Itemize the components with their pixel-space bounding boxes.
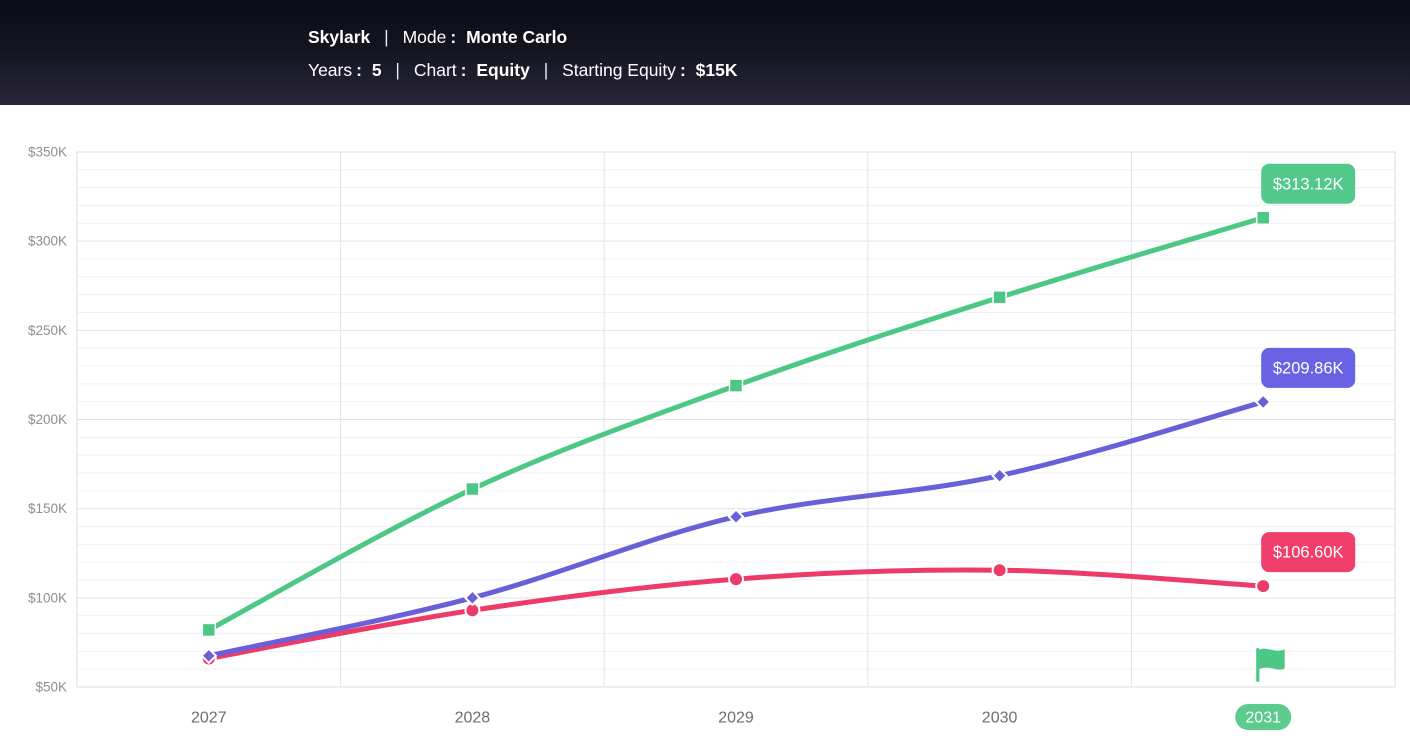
mode-colon: :	[450, 27, 457, 47]
mode-label: Mode	[402, 27, 447, 47]
x-axis-tick-label: 2030	[982, 710, 1018, 727]
x-axis-highlight-pill	[1235, 704, 1292, 730]
data-point-marker-purple-median[interactable]	[200, 647, 218, 665]
chart-type-label: Chart	[413, 60, 457, 80]
value-badge-label-purple-median: $209.86K	[1273, 359, 1344, 377]
app-name: Skylark	[308, 27, 371, 47]
y-axis-tick-label: $150K	[28, 501, 67, 516]
data-point-marker-green-upper[interactable]	[728, 378, 744, 393]
value-badge-label-red-lower: $106.60K	[1273, 544, 1344, 562]
data-point-marker-green-upper[interactable]	[465, 481, 480, 497]
starting-equity-label: Starting Equity	[562, 60, 676, 80]
series-line-purple-median	[206, 399, 1266, 659]
x-axis-tick-label: 2028	[455, 710, 491, 727]
data-point-marker-green-upper[interactable]	[1255, 210, 1271, 226]
data-point-marker-purple-median[interactable]	[727, 508, 745, 526]
data-point-marker-red-lower[interactable]	[1255, 578, 1272, 595]
y-axis-tick-label: $50K	[35, 680, 67, 695]
data-point-marker-red-lower[interactable]	[991, 562, 1008, 579]
data-point-marker-red-lower[interactable]	[728, 571, 744, 588]
data-point-marker-green-upper[interactable]	[992, 290, 1007, 305]
starting-equity-value: $15K	[695, 60, 738, 80]
value-badge-purple-median	[1261, 347, 1356, 388]
data-point-marker-green-upper[interactable]	[201, 622, 217, 638]
years-value: 5	[371, 60, 382, 80]
years-label: Years	[308, 60, 353, 80]
data-point-marker-purple-median[interactable]	[1254, 393, 1272, 411]
y-axis-tick-label: $250K	[28, 323, 67, 338]
y-axis-tick-label: $350K	[28, 145, 67, 160]
chart-type-value: Equity	[476, 60, 530, 80]
chart-area: $50K $100K $150K $200K $250K $300K $350K 2027 20…	[0, 105, 1410, 750]
data-point-marker-purple-median[interactable]	[463, 589, 481, 607]
equity-projection-chart: $50K $100K $150K $200K $250K $300K $350K 2027 20…	[28, 145, 1396, 730]
chart-type-colon: :	[460, 60, 467, 80]
x-axis-tick-label: 2027	[191, 710, 227, 727]
starting-equity-colon: :	[679, 60, 686, 80]
separator: |	[395, 60, 400, 80]
value-badge-green-upper	[1261, 163, 1356, 204]
flag-banner	[1259, 648, 1285, 670]
separator: |	[543, 60, 549, 80]
goal-flag-icon	[1256, 648, 1285, 682]
x-axis-tick-label-highlighted: 2031	[1245, 710, 1281, 727]
header-bar: Skylark | Mode: Monte Carlo Years: 5 | C…	[0, 0, 1410, 105]
x-axis-tick-label: 2029	[718, 710, 754, 727]
series-line-green-upper	[206, 215, 1266, 633]
value-badge-red-lower	[1261, 532, 1356, 573]
mode-value: Monte Carlo	[466, 27, 568, 47]
separator: |	[384, 27, 389, 47]
plot-border	[76, 151, 1396, 688]
header-line-2: Years: 5 | Chart: Equity | Starting Equi…	[308, 54, 1410, 87]
y-axis-tick-label: $300K	[28, 234, 67, 249]
flag-pole	[1256, 648, 1260, 682]
value-badge-label-green-upper: $313.12K	[1273, 175, 1344, 193]
years-colon: :	[356, 60, 362, 80]
header-line-1: Skylark | Mode: Monte Carlo	[308, 21, 1410, 54]
y-axis-tick-label: $200K	[28, 412, 67, 427]
data-point-marker-purple-median[interactable]	[991, 467, 1009, 485]
y-axis-tick-label: $100K	[28, 590, 67, 605]
